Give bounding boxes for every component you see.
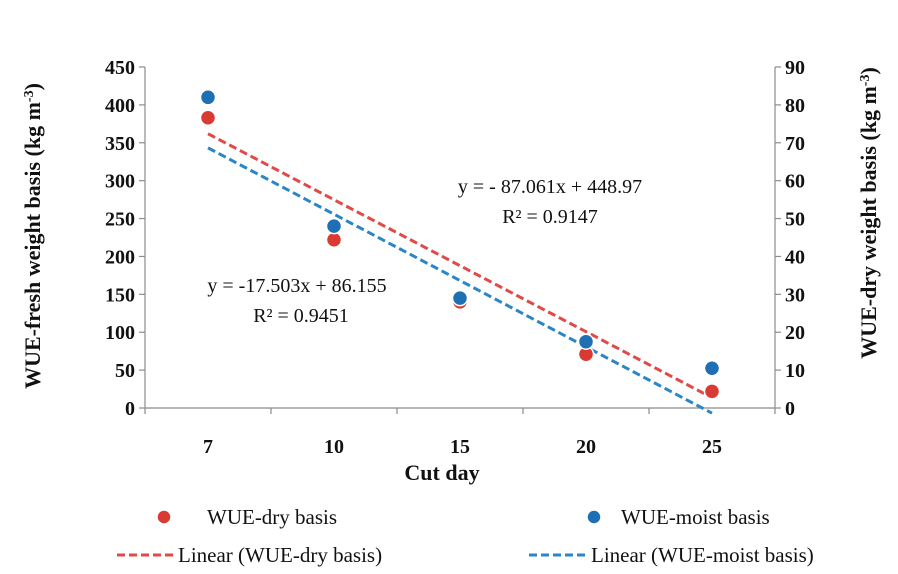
- legend-label-moist: WUE-moist basis: [621, 505, 770, 529]
- x-tick-label: 15: [450, 436, 470, 458]
- trend-lines: [207, 132, 713, 415]
- y-left-tick-label: 400: [105, 95, 135, 117]
- data-point-dry: [703, 383, 721, 400]
- legend: WUE-dry basis WUE-moist basis Linear (WU…: [117, 505, 814, 567]
- y-left-tick-label: 100: [105, 322, 135, 344]
- y-right-tick-label: 10: [785, 360, 805, 382]
- annotation-moist-r2: R² = 0.9147: [502, 206, 598, 228]
- y-left-tick-label: 200: [105, 246, 135, 268]
- y-left-tick-label: 150: [105, 284, 135, 306]
- x-tick-label: 7: [203, 436, 213, 458]
- y-right-tick-label: 20: [785, 322, 805, 344]
- x-axis-title: Cut day: [404, 460, 479, 485]
- data-point-moist: [577, 333, 595, 350]
- legend-label-dry: WUE-dry basis: [207, 505, 337, 529]
- data-point-moist: [703, 359, 721, 377]
- data-point-moist: [199, 89, 217, 106]
- trend-line-dry: [207, 132, 713, 399]
- annotation-dry-equation: y = -17.503x + 86.155: [207, 275, 386, 297]
- y-axis-title-right: WUE-dry weight basis (kg m-3): [856, 67, 881, 359]
- data-point-moist: [325, 217, 343, 235]
- y-axis-title-left: WUE-fresh weight basis (kg m-3): [20, 83, 45, 389]
- y-right-tick-label: 0: [785, 398, 795, 420]
- legend-label-linear-dry: Linear (WUE-dry basis): [178, 543, 382, 567]
- y-right-tick-label: 80: [785, 95, 805, 117]
- y-right-tick-label: 90: [785, 57, 805, 79]
- legend-marker-dry: [156, 509, 172, 525]
- y-left-tick-label: 250: [105, 209, 135, 231]
- y-right-tick-label: 30: [785, 284, 805, 306]
- legend-label-linear-moist: Linear (WUE-moist basis): [591, 543, 814, 567]
- annotation-moist-equation: y = - 87.061x + 448.97: [458, 176, 642, 198]
- y-right-tick-label: 60: [785, 171, 805, 193]
- data-point-dry: [199, 109, 217, 127]
- trend-line-moist: [207, 146, 713, 415]
- data-point-dry: [325, 231, 343, 249]
- y-right-tick-label: 40: [785, 246, 805, 268]
- x-tick-label: 25: [702, 436, 722, 458]
- axes: 0 50 100 150 200 250 300 350 400 450 0 10 20 30 40 50 60…: [105, 57, 805, 458]
- data-points: [199, 89, 721, 400]
- x-tick-label: 20: [576, 436, 596, 458]
- y-right-tick-label: 50: [785, 209, 805, 231]
- annotation-dry-r2: R² = 0.9451: [253, 305, 349, 327]
- x-tick-label: 10: [324, 436, 344, 458]
- y-right-tick-label: 70: [785, 133, 805, 155]
- y-left-tick-label: 50: [115, 360, 135, 382]
- data-point-moist: [451, 289, 469, 307]
- y-left-tick-label: 0: [125, 398, 135, 420]
- y-left-tick-label: 300: [105, 171, 135, 193]
- y-left-tick-label: 450: [105, 57, 135, 79]
- legend-marker-moist: [586, 509, 602, 525]
- y-left-tick-label: 350: [105, 133, 135, 155]
